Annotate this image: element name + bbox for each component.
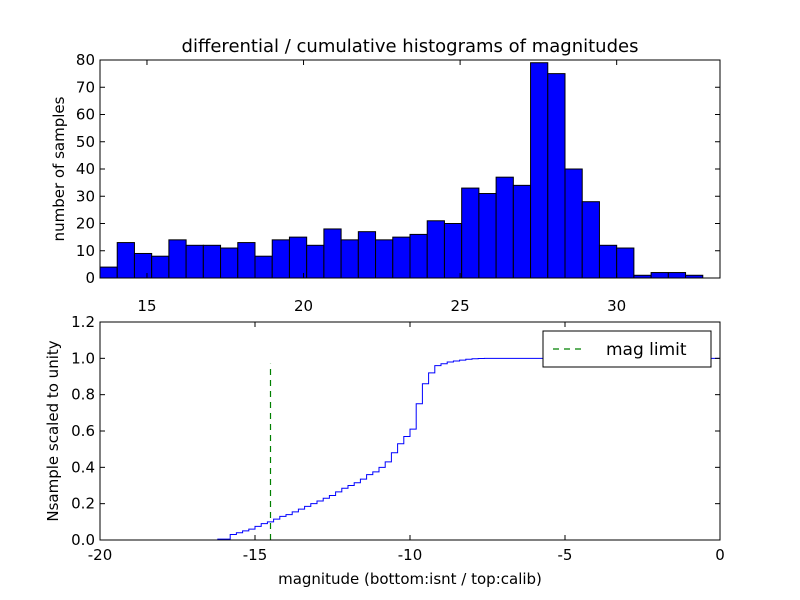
x-tick-label: 30 xyxy=(607,297,626,315)
histogram-bar xyxy=(564,168,583,279)
y-tick-label: 0.8 xyxy=(71,386,95,404)
histogram-bar xyxy=(495,176,514,279)
y-tick-label: 0.4 xyxy=(71,458,95,476)
histogram-bar xyxy=(340,239,359,279)
x-tick-label: 25 xyxy=(451,297,470,315)
y-tick-label: 0 xyxy=(85,269,95,287)
y-tick-label: 10 xyxy=(76,242,95,260)
histogram-bar xyxy=(426,220,445,279)
top-axes-frame xyxy=(99,59,721,279)
y-tick-label: 60 xyxy=(76,106,95,124)
y-tick-label: 0.0 xyxy=(71,531,95,549)
histogram-bar xyxy=(237,242,256,279)
y-tick-label: 0.6 xyxy=(71,422,95,440)
x-tick-label: -10 xyxy=(398,546,423,564)
legend: mag limit xyxy=(542,330,712,368)
histogram-bar xyxy=(461,187,480,279)
bottom-x-axis-label: magnitude (bottom:isnt / top:calib) xyxy=(278,570,542,588)
x-tick-label: 20 xyxy=(294,297,313,315)
top-y-axis-label: number of samples xyxy=(50,96,68,241)
legend-box xyxy=(542,330,712,368)
x-tick-label: 15 xyxy=(137,297,156,315)
histogram-bar xyxy=(667,272,687,279)
y-tick-label: 20 xyxy=(76,215,95,233)
histogram-bar xyxy=(116,242,135,279)
histogram-bar xyxy=(409,233,428,279)
histogram-bar xyxy=(650,272,669,279)
histogram-bar xyxy=(547,73,566,279)
y-tick-label: 70 xyxy=(76,78,95,96)
y-tick-label: 40 xyxy=(76,160,95,178)
histogram-bar xyxy=(357,231,377,279)
histogram-bar xyxy=(443,223,463,279)
bottom-axes-frame xyxy=(99,321,721,541)
top-histogram: differential / cumulative histograms of … xyxy=(50,36,721,315)
x-tick-label: 0 xyxy=(715,546,725,564)
histogram-bar xyxy=(323,228,342,279)
histogram-bar xyxy=(271,239,290,279)
histogram-bar xyxy=(168,239,187,279)
bottom-cumulative-plot: magnitude (bottom:isnt / top:calib) Nsam… xyxy=(44,313,725,588)
bottom-ticks: -20 -15 -10 -5 0 0.0 0.2 0.4 0.6 0.8 1.0 1.2 xyxy=(71,313,725,564)
histogram-bar xyxy=(530,62,549,279)
histogram-bar xyxy=(392,236,411,279)
histogram-bar xyxy=(220,247,239,279)
y-tick-label: 0.2 xyxy=(71,495,95,513)
chart-title: differential / cumulative histograms of … xyxy=(182,36,639,57)
legend-label: mag limit xyxy=(606,340,687,360)
x-tick-label: -20 xyxy=(88,546,113,564)
bottom-lines xyxy=(100,357,721,541)
histogram-bar xyxy=(151,255,170,279)
histogram-bar xyxy=(288,236,308,279)
histogram-bar xyxy=(185,244,204,279)
x-tick-label: -15 xyxy=(243,546,268,564)
top-ticks: 15 20 25 30 0 10 20 30 40 50 60 70 80 xyxy=(76,51,720,315)
x-tick-label: -5 xyxy=(558,546,573,564)
y-tick-label: 50 xyxy=(76,133,95,151)
y-tick-label: 1.2 xyxy=(71,313,95,331)
y-tick-label: 30 xyxy=(76,187,95,205)
histogram-bar xyxy=(375,239,394,279)
histogram-bar xyxy=(202,244,222,279)
histogram-bar xyxy=(581,201,600,279)
histogram-bar xyxy=(306,244,325,279)
histogram-bar xyxy=(512,184,532,279)
histogram-bar xyxy=(598,244,618,279)
y-tick-label: 80 xyxy=(76,51,95,69)
histogram-bar xyxy=(99,266,118,279)
bottom-y-axis-label: Nsample scaled to unity xyxy=(44,340,62,521)
histogram-bar xyxy=(133,252,153,279)
histogram-bar xyxy=(254,255,273,279)
y-tick-label: 1.0 xyxy=(71,349,95,367)
histogram-bar xyxy=(616,247,635,279)
cumulative-step-line xyxy=(100,357,721,541)
histogram-bar xyxy=(478,193,497,279)
